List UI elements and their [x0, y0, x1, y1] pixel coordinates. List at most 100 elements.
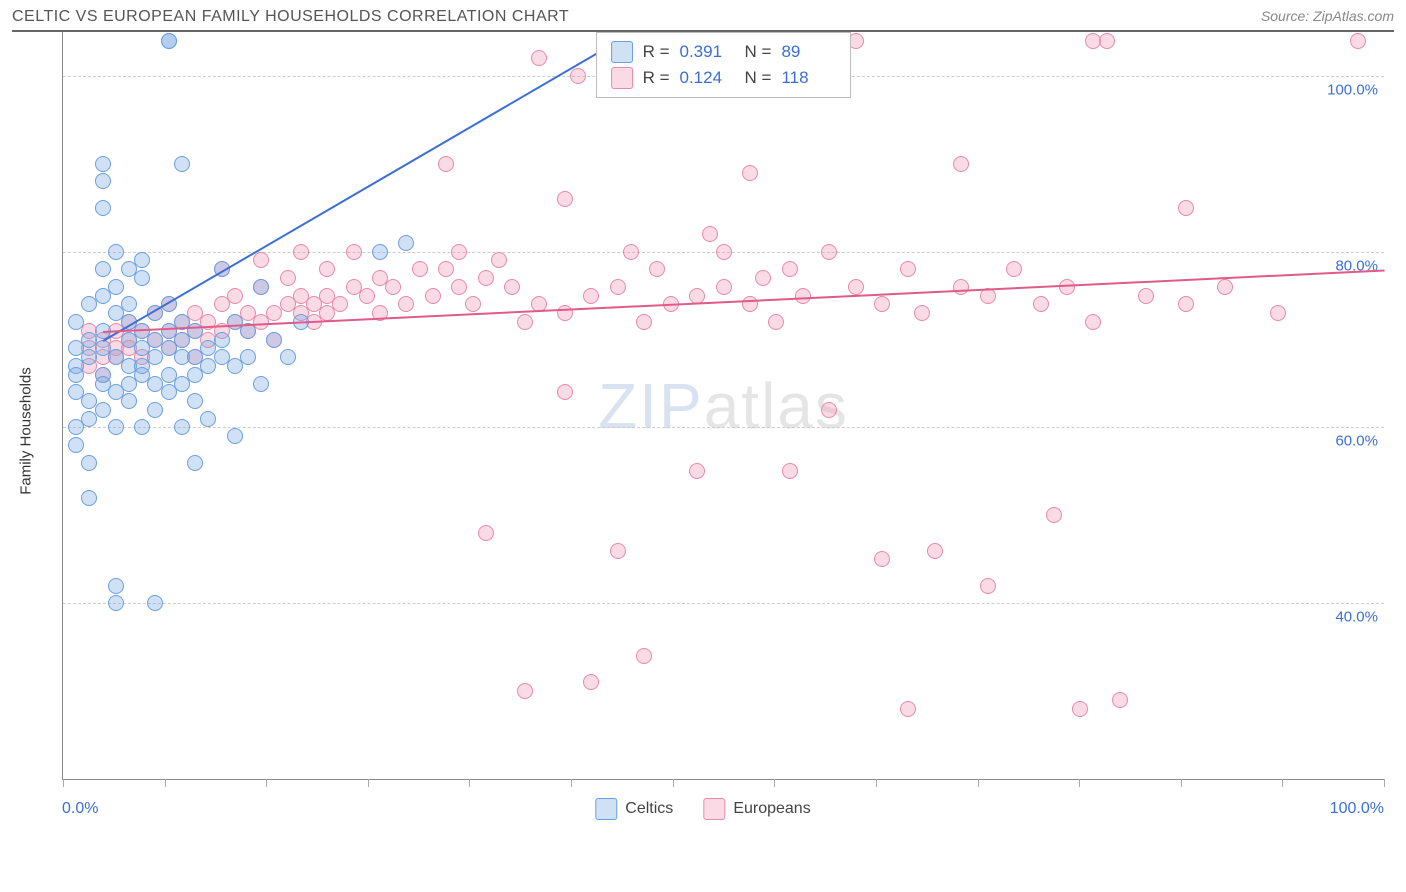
x-tick — [876, 779, 877, 787]
data-point — [583, 674, 599, 690]
data-point — [980, 578, 996, 594]
data-point — [1046, 507, 1062, 523]
data-point — [517, 314, 533, 330]
data-point — [240, 349, 256, 365]
data-point — [372, 244, 388, 260]
x-tick — [1079, 779, 1080, 787]
data-point — [95, 402, 111, 418]
data-point — [187, 323, 203, 339]
data-point — [451, 279, 467, 295]
data-point — [425, 288, 441, 304]
n-value: 89 — [781, 42, 836, 62]
data-point — [1178, 296, 1194, 312]
source-prefix: Source: — [1261, 8, 1313, 24]
data-point — [1085, 314, 1101, 330]
data-point — [81, 455, 97, 471]
data-point — [531, 50, 547, 66]
data-point — [161, 33, 177, 49]
source-name: ZipAtlas.com — [1313, 8, 1394, 24]
chart-container: Family Households ZIPatlas 40.0%60.0%80.… — [12, 30, 1394, 830]
x-tick — [165, 779, 166, 787]
legend-label: Celtics — [625, 800, 673, 818]
data-point — [200, 411, 216, 427]
data-point — [266, 332, 282, 348]
data-point — [1072, 701, 1088, 717]
x-tick — [1282, 779, 1283, 787]
data-point — [1099, 33, 1115, 49]
data-point — [147, 402, 163, 418]
x-tick — [63, 779, 64, 787]
gridline — [63, 603, 1384, 604]
data-point — [702, 226, 718, 242]
n-label: N = — [745, 68, 772, 88]
data-point — [81, 490, 97, 506]
data-point — [134, 252, 150, 268]
y-axis-title: Family Households — [18, 367, 35, 495]
data-point — [914, 305, 930, 321]
data-point — [517, 683, 533, 699]
legend-item: Celtics — [595, 798, 673, 820]
stats-row: R =0.391N =89 — [611, 39, 837, 65]
data-point — [280, 270, 296, 286]
data-point — [293, 244, 309, 260]
data-point — [438, 261, 454, 277]
x-tick — [368, 779, 369, 787]
y-tick-label: 100.0% — [1327, 81, 1378, 98]
stats-box: R =0.391N =89R =0.124N =118 — [596, 32, 852, 98]
data-point — [478, 525, 494, 541]
x-tick — [571, 779, 572, 787]
data-point — [557, 191, 573, 207]
data-point — [821, 402, 837, 418]
data-point — [782, 261, 798, 277]
data-point — [95, 261, 111, 277]
data-point — [68, 367, 84, 383]
stats-swatch — [611, 41, 633, 63]
data-point — [359, 288, 375, 304]
data-point — [768, 314, 784, 330]
data-point — [280, 349, 296, 365]
data-point — [1138, 288, 1154, 304]
data-point — [95, 156, 111, 172]
data-point — [716, 244, 732, 260]
data-point — [253, 279, 269, 295]
data-point — [398, 235, 414, 251]
r-value: 0.391 — [680, 42, 735, 62]
data-point — [610, 279, 626, 295]
data-point — [610, 543, 626, 559]
data-point — [1350, 33, 1366, 49]
x-axis-min-label: 0.0% — [62, 800, 98, 818]
x-tick — [1181, 779, 1182, 787]
data-point — [953, 156, 969, 172]
data-point — [570, 68, 586, 84]
legend-label: Europeans — [733, 800, 810, 818]
data-point — [491, 252, 507, 268]
x-axis-max-label: 100.0% — [1330, 800, 1384, 818]
data-point — [649, 261, 665, 277]
data-point — [900, 701, 916, 717]
data-point — [782, 463, 798, 479]
data-point — [174, 419, 190, 435]
r-value: 0.124 — [680, 68, 735, 88]
data-point — [1270, 305, 1286, 321]
data-point — [742, 165, 758, 181]
data-point — [121, 393, 137, 409]
data-point — [332, 296, 348, 312]
data-point — [636, 314, 652, 330]
data-point — [253, 252, 269, 268]
data-point — [187, 393, 203, 409]
data-point — [134, 270, 150, 286]
data-point — [1178, 200, 1194, 216]
data-point — [557, 384, 573, 400]
data-point — [755, 270, 771, 286]
r-label: R = — [643, 42, 670, 62]
data-point — [583, 288, 599, 304]
data-point — [174, 156, 190, 172]
n-value: 118 — [781, 68, 836, 88]
data-point — [95, 200, 111, 216]
plot-area: ZIPatlas 40.0%60.0%80.0%100.0%R =0.391N … — [62, 32, 1384, 780]
r-label: R = — [643, 68, 670, 88]
data-point — [95, 173, 111, 189]
data-point — [187, 455, 203, 471]
y-tick-label: 40.0% — [1335, 609, 1378, 626]
data-point — [227, 288, 243, 304]
